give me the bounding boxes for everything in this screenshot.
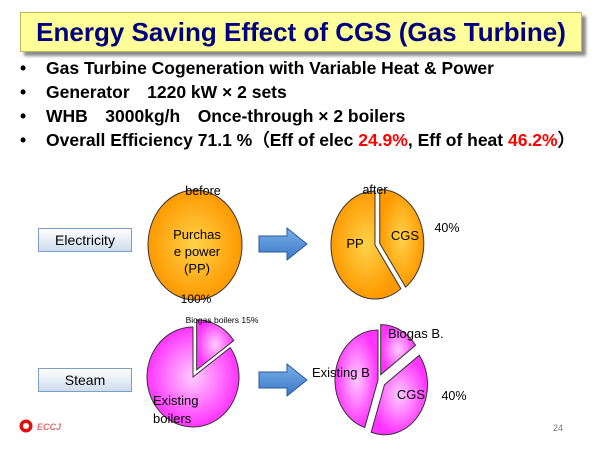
after-cgs-label: CGS xyxy=(391,228,420,243)
steam-label: Steam xyxy=(38,368,132,392)
eccj-logo-text: ECCJ xyxy=(37,422,62,432)
electricity-label: Electricity xyxy=(38,228,132,252)
bullet-dot-icon: • xyxy=(20,58,27,78)
existing-boilers-line1: Existing xyxy=(153,393,199,408)
title-banner: Energy Saving Effect of CGS (Gas Turbine… xyxy=(20,12,582,52)
pp-label-line1: Purchas xyxy=(173,227,221,242)
bullet-dot-icon: • xyxy=(20,130,27,150)
existing-boilers-line2: boilers xyxy=(153,411,192,426)
eccj-logo: ECCJ xyxy=(18,418,88,439)
bullet-item: • Generator 1220 kW × 2 sets xyxy=(18,80,588,104)
bullet-text: ） xyxy=(557,130,576,150)
arrow-right-icon xyxy=(258,362,308,398)
bullet-item: • Overall Efficiency 71.1 %（Eff of elec 2… xyxy=(18,128,588,152)
pie-before-electricity xyxy=(147,189,243,301)
pp-label-line3: (PP) xyxy=(184,261,210,276)
bullet-text: Generator 1220 kW × 2 sets xyxy=(46,82,287,102)
steam-percent-label: 40% xyxy=(441,389,466,403)
pp-label-line2: e power xyxy=(174,244,221,259)
pie-slice-cgs xyxy=(370,354,428,436)
pie-slice-cgs xyxy=(379,188,425,288)
biogas-b-label: Biogas B. xyxy=(388,326,444,341)
pie-after-steam xyxy=(334,324,428,436)
bullet-dot-icon: • xyxy=(20,106,27,126)
bullet-text: Overall Efficiency 71.1 %（Eff of elec xyxy=(46,130,359,150)
steam-cgs-label: CGS xyxy=(397,387,426,402)
bullet-item: • WHB 3000kg/h Once-through × 2 boilers xyxy=(18,104,588,128)
pie-slice-biogas-b xyxy=(380,324,417,376)
heat-efficiency-value: 46.2% xyxy=(507,130,558,150)
bullet-text: WHB 3000kg/h Once-through × 2 boilers xyxy=(46,106,406,126)
bullet-dot-icon: • xyxy=(20,82,27,102)
pie-slice-pp xyxy=(330,190,402,300)
after-pp-label: PP xyxy=(346,236,363,251)
after-label: after xyxy=(362,183,387,197)
elec-efficiency-value: 24.9% xyxy=(358,130,408,150)
pie-after-electricity xyxy=(330,188,425,300)
bullet-list: • Gas Turbine Cogeneration with Variable … xyxy=(18,56,588,152)
after-percent-label: 40% xyxy=(434,221,459,235)
biogas-boilers-note: Biogas boilers 15% xyxy=(186,315,259,325)
bullet-text: , Eff of heat xyxy=(407,130,508,150)
page-title: Energy Saving Effect of CGS (Gas Turbine… xyxy=(36,17,566,47)
pie-slice-existing-b xyxy=(334,329,379,429)
pie-slice-purchase-power xyxy=(147,189,243,301)
arrow-right-icon xyxy=(258,226,308,262)
page-number: 24 xyxy=(553,423,564,433)
before-label: before xyxy=(185,184,220,198)
pp-percent-label: 100% xyxy=(181,292,212,306)
existing-b-label: Existing B xyxy=(312,365,370,380)
pie-slice-biogas-boilers xyxy=(196,319,235,371)
pie-before-steam xyxy=(146,319,240,428)
pie-slice-existing-boilers xyxy=(146,326,240,428)
bullet-text: Gas Turbine Cogeneration with Variable H… xyxy=(46,58,494,78)
bullet-item: • Gas Turbine Cogeneration with Variable … xyxy=(18,56,588,80)
